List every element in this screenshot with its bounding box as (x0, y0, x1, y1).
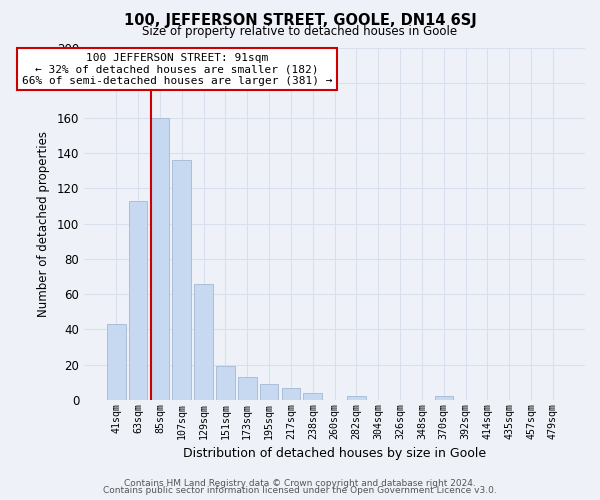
X-axis label: Distribution of detached houses by size in Goole: Distribution of detached houses by size … (183, 447, 486, 460)
Text: 100 JEFFERSON STREET: 91sqm
← 32% of detached houses are smaller (182)
66% of se: 100 JEFFERSON STREET: 91sqm ← 32% of det… (22, 53, 332, 86)
Text: Contains public sector information licensed under the Open Government Licence v3: Contains public sector information licen… (103, 486, 497, 495)
Bar (129, 201, 148, 400)
Text: Contains HM Land Registry data © Crown copyright and database right 2024.: Contains HM Land Registry data © Crown c… (124, 478, 476, 488)
Bar (151, 118, 169, 400)
Text: 100, JEFFERSON STREET, GOOLE, DN14 6SJ: 100, JEFFERSON STREET, GOOLE, DN14 6SJ (124, 12, 476, 28)
Text: Size of property relative to detached houses in Goole: Size of property relative to detached ho… (142, 25, 458, 38)
Bar (216, 366, 235, 400)
Bar (107, 324, 125, 400)
Y-axis label: Number of detached properties: Number of detached properties (37, 130, 50, 316)
Bar (238, 377, 257, 400)
Bar (172, 160, 191, 400)
Bar (260, 384, 278, 400)
Bar (194, 284, 213, 400)
Bar (434, 396, 453, 400)
Bar (281, 388, 300, 400)
Bar (304, 393, 322, 400)
Bar (347, 396, 366, 400)
